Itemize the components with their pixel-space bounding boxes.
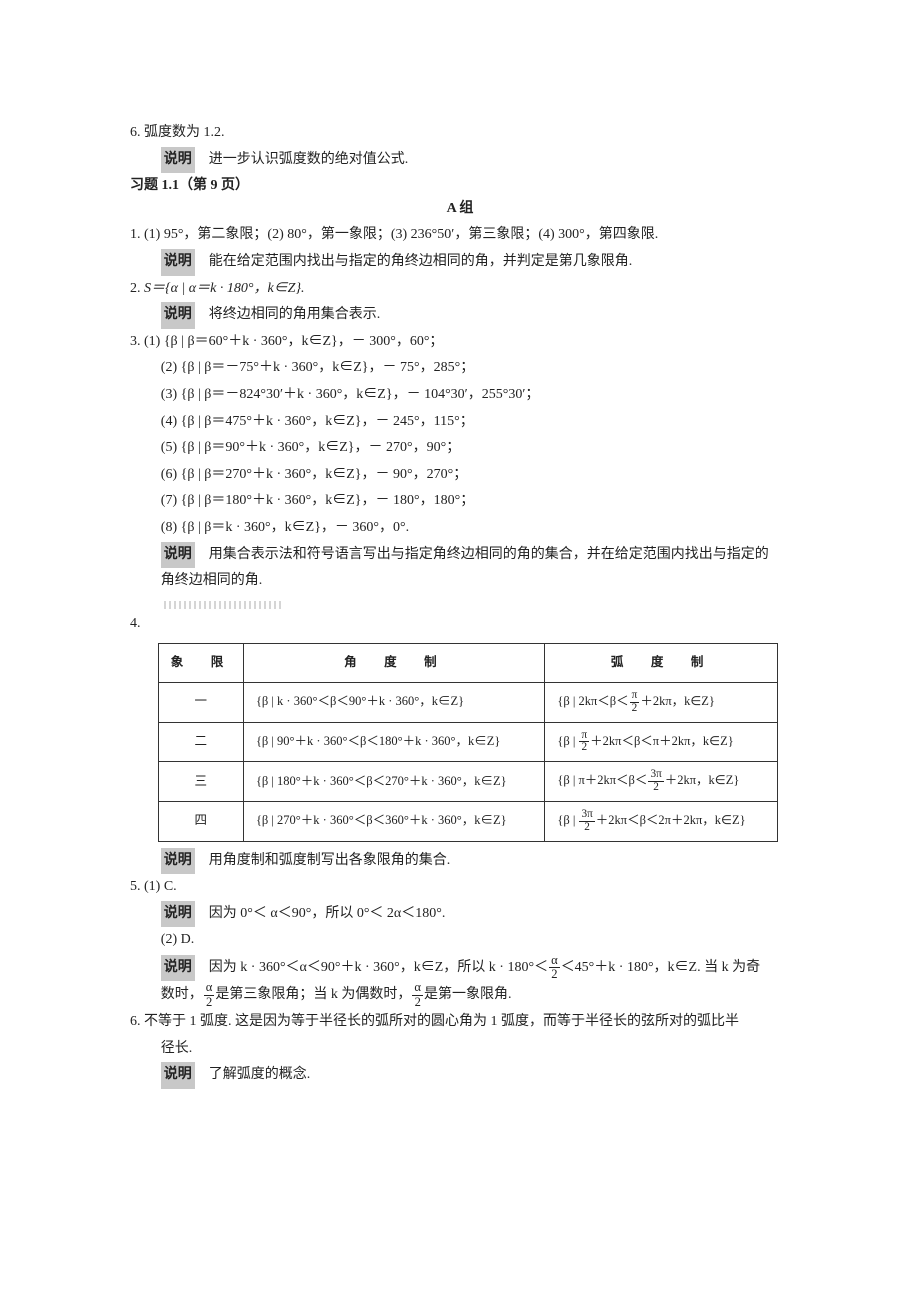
smudge-artifact xyxy=(164,601,284,609)
q6-explain-line: 说明 了解弧度的概念. xyxy=(130,1062,790,1089)
q3-line-3: (3) {β | β＝－824°30′＋k · 360°，k∈Z}，－ 104°… xyxy=(130,382,790,409)
fraction: α2 xyxy=(549,954,560,981)
q3-line-8: (8) {β | β＝k · 360°，k∈Z}，－ 360°，0°. xyxy=(130,515,790,542)
q3-line-2: (2) {β | β＝－75°＋k · 360°，k∈Z}，－ 75°，285°… xyxy=(130,355,790,382)
q3-line-1: 3. (1) {β | β＝60°＋k · 360°，k∈Z}，－ 300°，6… xyxy=(130,329,790,356)
table-row: 三 {β | 180°＋k · 360°＜β＜270°＋k · 360°，k∈Z… xyxy=(158,762,777,802)
table-header-row: 象 限 角 度 制 弧 度 制 xyxy=(158,644,777,683)
col-quadrant: 象 限 xyxy=(158,644,243,683)
q2-prefix: 2. xyxy=(130,281,144,296)
q3-explain-1: 用集合表示法和符号语言写出与指定角终边相同的角的集合，并在给定范围内找出与指定的 xyxy=(209,547,769,562)
fraction: α2 xyxy=(204,981,215,1008)
q3-line-7: (7) {β | β＝180°＋k · 360°，k∈Z}，－ 180°，180… xyxy=(130,488,790,515)
quadrant-table: 象 限 角 度 制 弧 度 制 一 {β | k · 360°＜β＜90°＋k … xyxy=(158,643,778,841)
q4-number: 4. xyxy=(130,611,790,638)
cell-degree: {β | 90°＋k · 360°＜β＜180°＋k · 360°，k∈Z} xyxy=(243,722,544,762)
cell-radian: {β | 2kπ＜β＜π2＋2kπ，k∈Z} xyxy=(545,683,777,723)
fraction: 3π2 xyxy=(648,769,663,794)
q3-line-4: (4) {β | β＝475°＋k · 360°，k∈Z}，－ 245°，115… xyxy=(130,409,790,436)
item-6-text: 6. 弧度数为 1.2. xyxy=(130,120,790,147)
cell-quadrant: 二 xyxy=(158,722,243,762)
table-row: 四 {β | 270°＋k · 360°＜β＜360°＋k · 360°，k∈Z… xyxy=(158,801,777,841)
q5-e3a: 数时， xyxy=(161,987,203,1002)
q6-explain: 了解弧度的概念. xyxy=(209,1067,311,1082)
q5-explain-2: 说明 因为 k · 360°＜α＜90°＋k · 360°，k∈Z，所以 k ·… xyxy=(130,954,790,982)
cell-radian: {β | 3π2＋2kπ＜β＜2π＋2kπ，k∈Z} xyxy=(545,801,777,841)
q2-text: 2. S＝{α | α＝k · 180°，k∈Z}. xyxy=(130,276,790,303)
cell-quadrant: 四 xyxy=(158,801,243,841)
explain-label: 说明 xyxy=(161,147,195,174)
fraction: π2 xyxy=(579,730,589,755)
q5-e3b: 是第三象限角；当 k 为偶数时， xyxy=(215,987,411,1002)
cell-degree: {β | k · 360°＜β＜90°＋k · 360°，k∈Z} xyxy=(243,683,544,723)
explain-label: 说明 xyxy=(161,249,195,276)
cell-quadrant: 三 xyxy=(158,762,243,802)
explain-label: 说明 xyxy=(161,901,195,928)
table-row: 二 {β | 90°＋k · 360°＜β＜180°＋k · 360°，k∈Z}… xyxy=(158,722,777,762)
q5-line-1: 5. (1) C. xyxy=(130,874,790,901)
q3-line-5: (5) {β | β＝90°＋k · 360°，k∈Z}，－ 270°，90°； xyxy=(130,435,790,462)
q6-line-1: 6. 不等于 1 弧度. 这是因为等于半径长的弧所对的圆心角为 1 弧度，而等于… xyxy=(130,1009,790,1036)
q2-formula: S＝{α | α＝k · 180°，k∈Z}. xyxy=(144,281,305,296)
q5-e2b: ＜45°＋k · 180°，k∈Z. 当 k 为奇 xyxy=(561,960,760,975)
q4-explain-line: 说明 用角度制和弧度制写出各象限角的集合. xyxy=(130,848,790,875)
fraction: α2 xyxy=(412,981,423,1008)
cell-quadrant: 一 xyxy=(158,683,243,723)
q5-e3c: 是第一象限角. xyxy=(424,987,512,1002)
q5-explain-3: 数时，α2是第三象限角；当 k 为偶数时，α2是第一象限角. xyxy=(130,981,790,1009)
q4-explain: 用角度制和弧度制写出各象限角的集合. xyxy=(209,853,451,868)
q5-e1-text: 因为 0°＜ α＜90°，所以 0°＜ 2α＜180°. xyxy=(209,906,446,921)
explain-label: 说明 xyxy=(161,302,195,329)
q1-text: 1. (1) 95°，第二象限；(2) 80°，第一象限；(3) 236°50′… xyxy=(130,222,790,249)
explain-label: 说明 xyxy=(161,848,195,875)
cell-degree: {β | 270°＋k · 360°＜β＜360°＋k · 360°，k∈Z} xyxy=(243,801,544,841)
q5-e2a: 因为 k · 360°＜α＜90°＋k · 360°，k∈Z，所以 k · 18… xyxy=(209,960,548,975)
q2-explain: 将终边相同的角用集合表示. xyxy=(209,307,381,322)
explain-label: 说明 xyxy=(161,1062,195,1089)
q5-explain-1: 说明 因为 0°＜ α＜90°，所以 0°＜ 2α＜180°. xyxy=(130,901,790,928)
cell-radian: {β | π2＋2kπ＜β＜π＋2kπ，k∈Z} xyxy=(545,722,777,762)
q6-line-2: 径长. xyxy=(130,1036,790,1063)
q3-explain-line-2: 角终边相同的角. xyxy=(130,568,790,595)
col-radian: 弧 度 制 xyxy=(545,644,777,683)
table-row: 一 {β | k · 360°＜β＜90°＋k · 360°，k∈Z} {β |… xyxy=(158,683,777,723)
explain-label: 说明 xyxy=(161,542,195,569)
cell-radian: {β | π＋2kπ＜β＜3π2＋2kπ，k∈Z} xyxy=(545,762,777,802)
fraction: π2 xyxy=(630,690,640,715)
cell-degree: {β | 180°＋k · 360°＜β＜270°＋k · 360°，k∈Z} xyxy=(243,762,544,802)
q1-explain: 能在给定范围内找出与指定的角终边相同的角，并判定是第几象限角. xyxy=(209,254,633,269)
q5-line-2: (2) D. xyxy=(130,927,790,954)
explain-label: 说明 xyxy=(161,955,195,982)
col-degree: 角 度 制 xyxy=(243,644,544,683)
fraction: 3π2 xyxy=(579,809,594,834)
item-6-explain-line: 说明 进一步认识弧度数的绝对值公式. xyxy=(130,147,790,174)
q1-explain-line: 说明 能在给定范围内找出与指定的角终边相同的角，并判定是第几象限角. xyxy=(130,249,790,276)
q3-explain-line-1: 说明 用集合表示法和符号语言写出与指定角终边相同的角的集合，并在给定范围内找出与… xyxy=(130,542,790,569)
item-6-explain: 进一步认识弧度数的绝对值公式. xyxy=(209,152,409,167)
q2-explain-line: 说明 将终边相同的角用集合表示. xyxy=(130,302,790,329)
q3-line-6: (6) {β | β＝270°＋k · 360°，k∈Z}，－ 90°，270°… xyxy=(130,462,790,489)
